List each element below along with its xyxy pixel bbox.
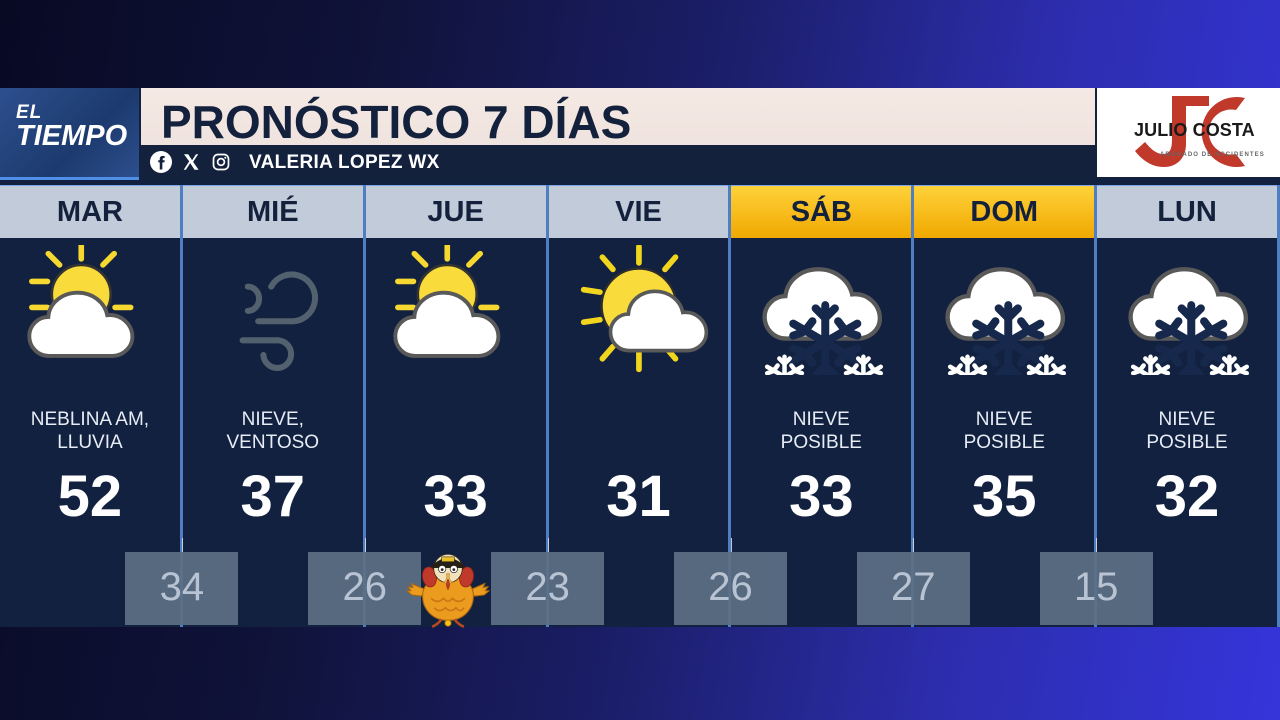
- svg-text:ABOGADO DE ACCIDENTES: ABOGADO DE ACCIDENTES: [1160, 152, 1265, 158]
- svg-text:JULIO COSTA: JULIO COSTA: [1134, 120, 1255, 140]
